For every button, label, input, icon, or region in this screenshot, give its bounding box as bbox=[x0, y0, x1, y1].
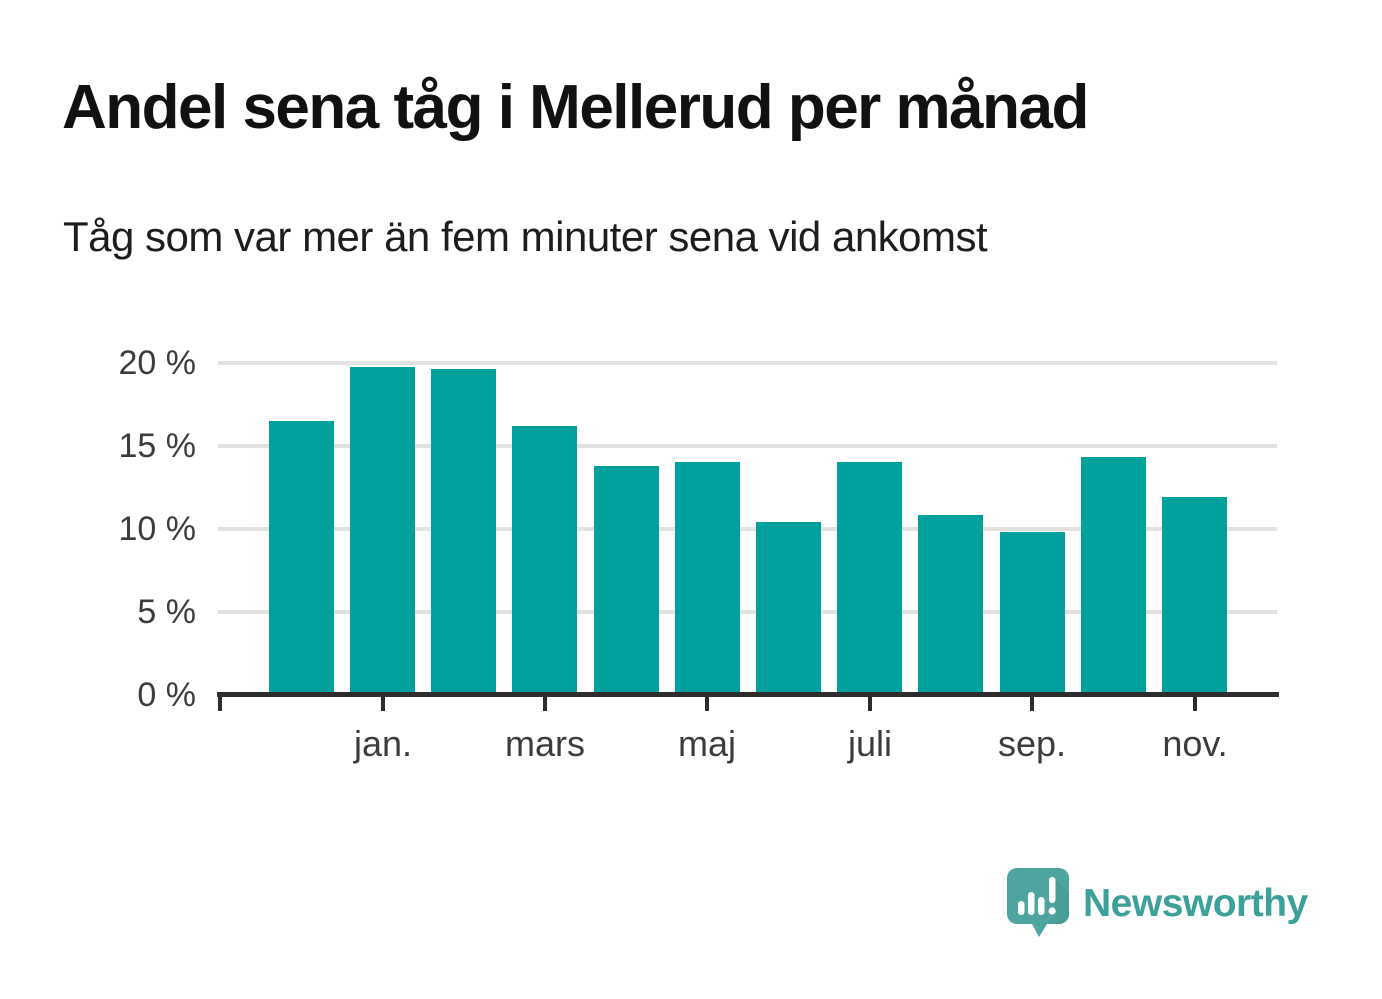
x-axis-label: mars bbox=[505, 723, 585, 764]
x-axis-tick bbox=[1030, 695, 1034, 711]
bar bbox=[1162, 497, 1227, 695]
x-axis-label: jan. bbox=[353, 723, 413, 764]
x-axis-label: maj bbox=[677, 723, 736, 764]
bar bbox=[512, 426, 577, 695]
y-axis-label: 20 % bbox=[118, 343, 197, 382]
x-axis-tick bbox=[543, 695, 547, 711]
y-axis-label: 10 % bbox=[118, 509, 197, 548]
gridline-10pct bbox=[218, 526, 1277, 531]
x-axis-tick bbox=[868, 695, 872, 711]
bar bbox=[837, 462, 902, 695]
chart-subtitle: Tåg som var mer än fem minuter sena vid … bbox=[63, 213, 988, 260]
x-axis-line bbox=[217, 692, 1279, 697]
bar bbox=[675, 462, 740, 695]
gridline-5pct bbox=[218, 609, 1277, 614]
gridline-15pct bbox=[218, 443, 1277, 448]
x-axis-label: sep. bbox=[997, 723, 1067, 764]
bar bbox=[1000, 532, 1065, 695]
x-axis-label: nov. bbox=[1162, 723, 1228, 764]
x-axis-tick bbox=[218, 695, 222, 711]
x-axis-tick bbox=[1193, 695, 1197, 711]
x-axis-tick bbox=[381, 695, 385, 711]
y-axis-label: 5 % bbox=[137, 592, 196, 631]
bar bbox=[350, 367, 415, 695]
gridline-20pct bbox=[218, 360, 1277, 365]
y-axis-label: 0 % bbox=[137, 676, 196, 714]
newsworthy-logo: Newsworthy bbox=[1005, 866, 1325, 946]
bar bbox=[431, 369, 496, 695]
newsworthy-wordmark: Newsworthy bbox=[1083, 882, 1308, 925]
newsworthy-speech-bubble-chart-icon bbox=[1007, 868, 1069, 937]
bar bbox=[594, 466, 659, 695]
bar bbox=[1081, 457, 1146, 695]
x-axis-label: juli bbox=[847, 723, 892, 764]
chart-title: Andel sena tåg i Mellerud per månad bbox=[62, 73, 1089, 142]
bar bbox=[918, 515, 983, 695]
bar bbox=[269, 421, 334, 695]
bar bbox=[756, 522, 821, 695]
x-axis-tick bbox=[705, 695, 709, 711]
y-axis-label: 15 % bbox=[118, 426, 197, 465]
